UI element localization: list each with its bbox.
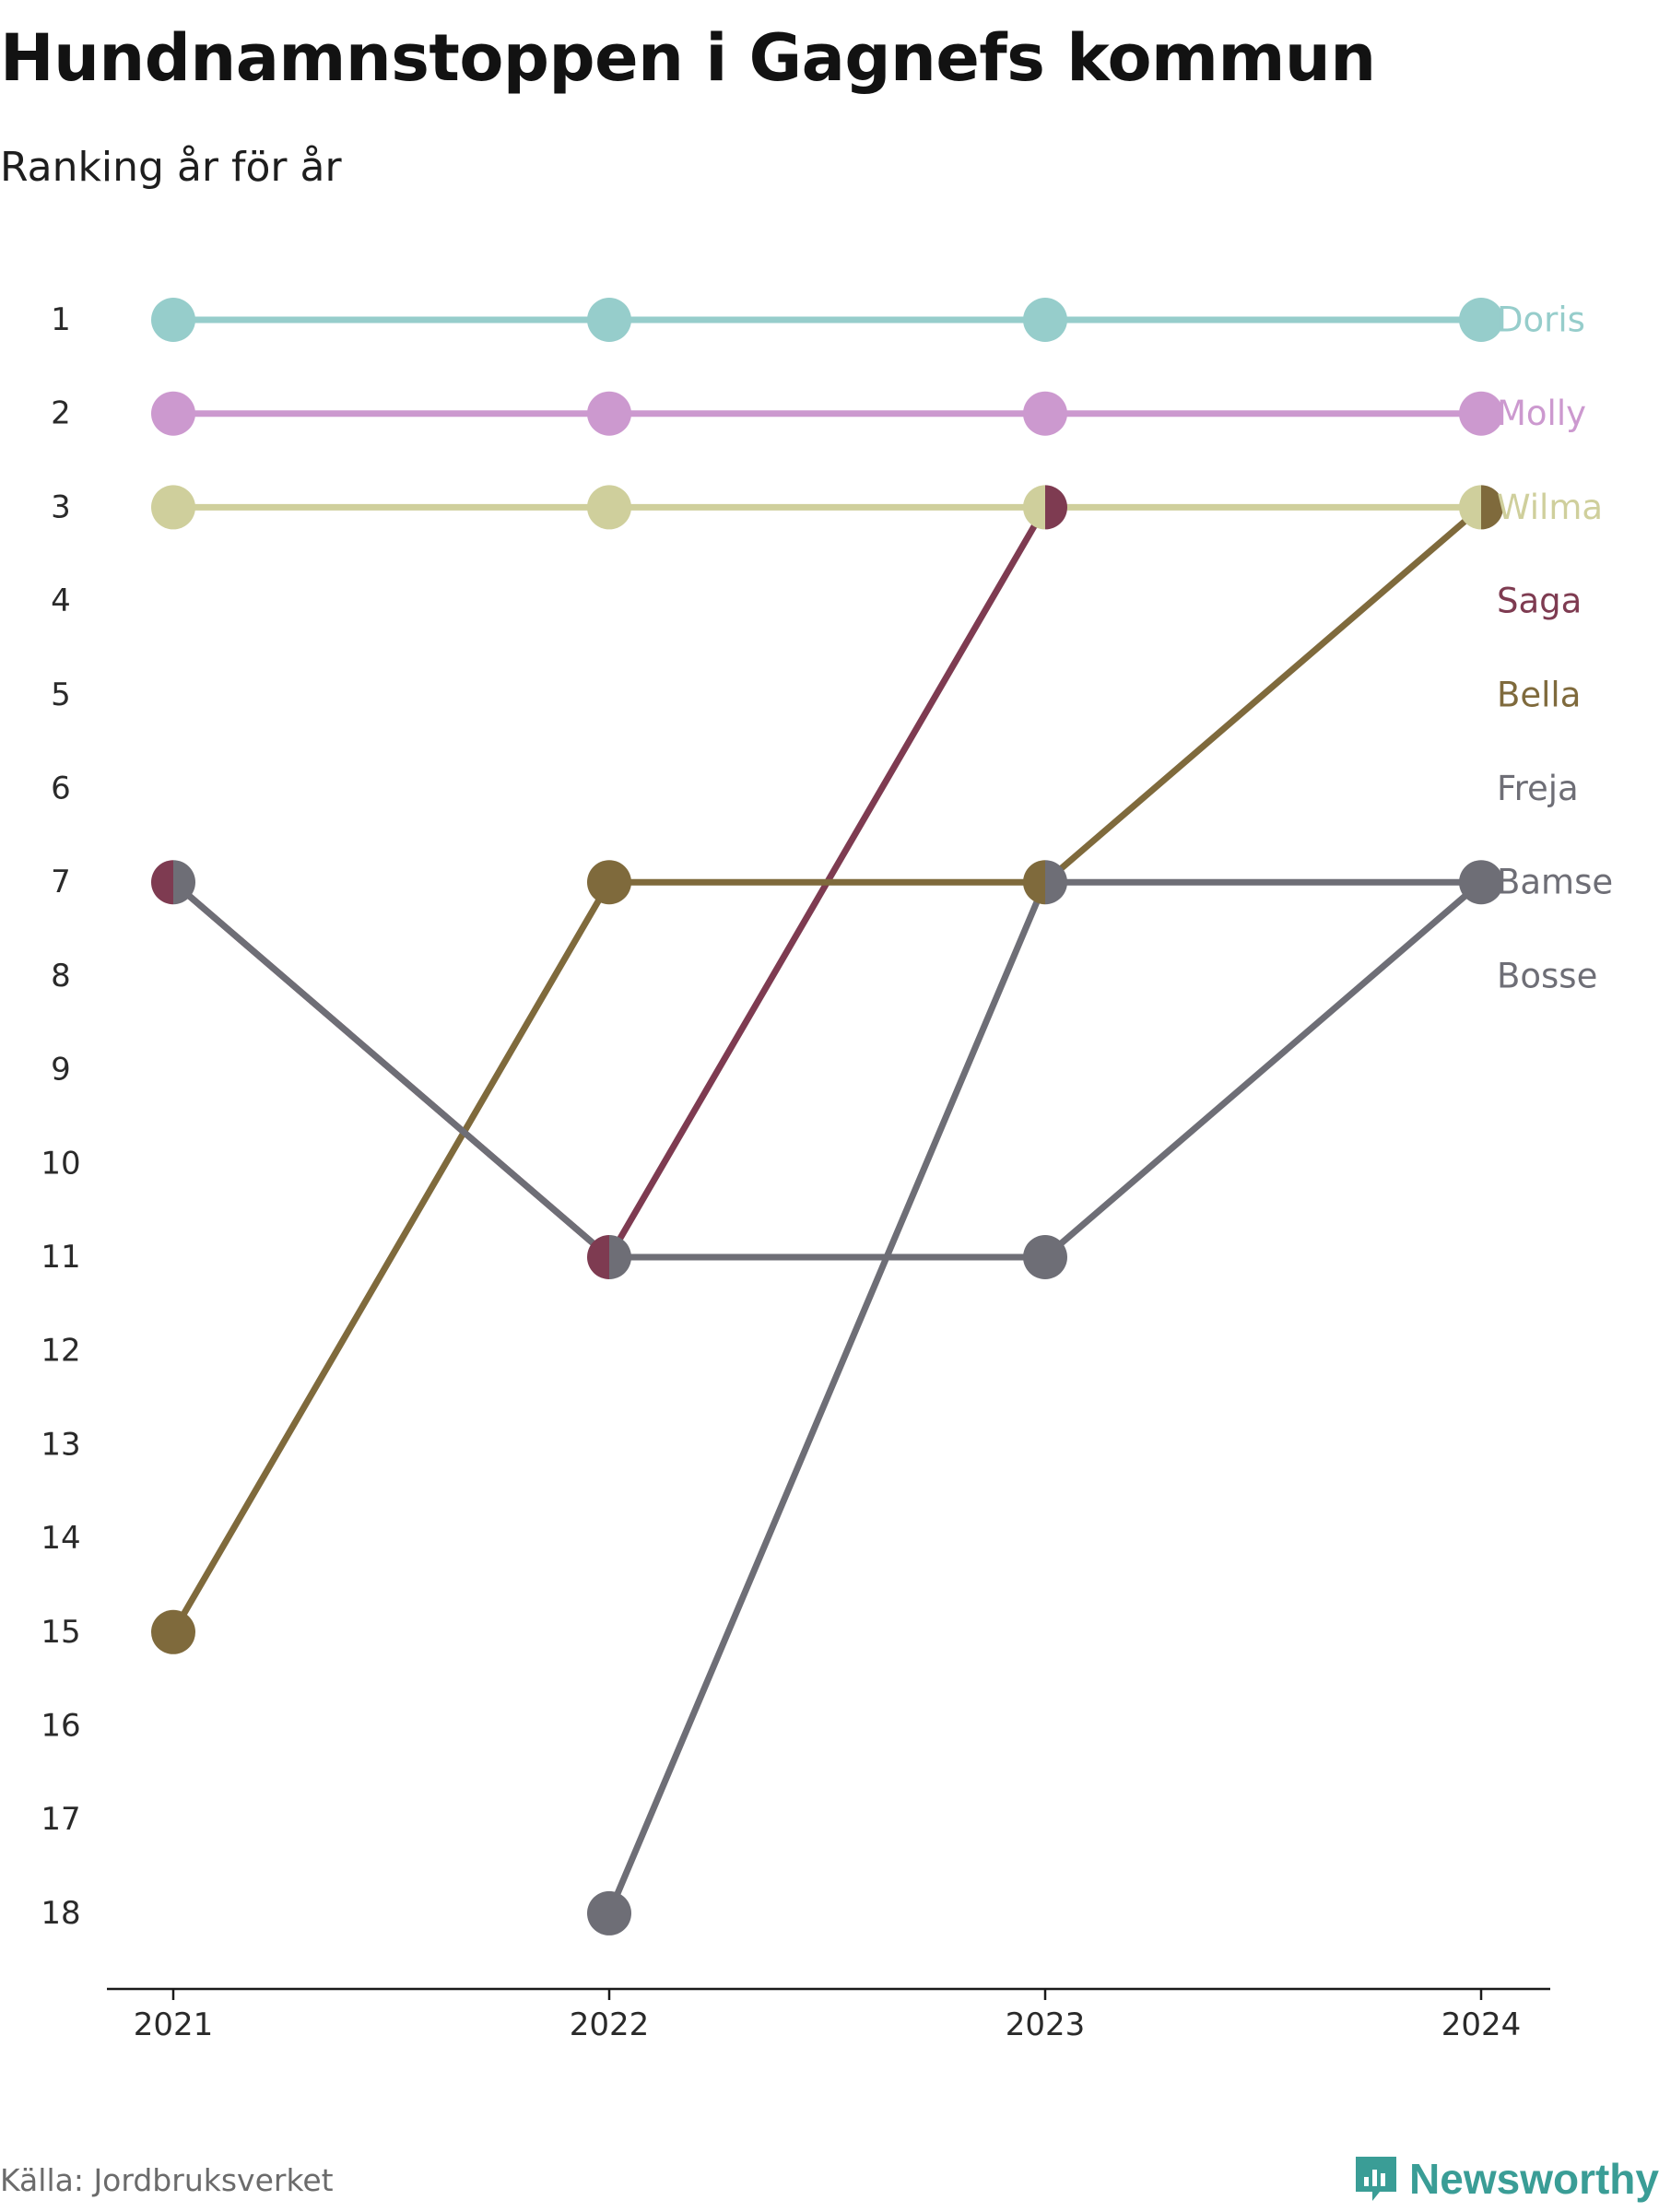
y-tick-label: 17 bbox=[41, 1801, 80, 1838]
y-tick-label: 5 bbox=[51, 677, 71, 713]
y-tick-label: 7 bbox=[51, 864, 71, 900]
data-point-wilma bbox=[1459, 485, 1481, 530]
brand-logo[interactable]: Newsworthy bbox=[1352, 2153, 1659, 2205]
data-point-doris bbox=[587, 298, 631, 342]
series-line-freja bbox=[606, 878, 1049, 1917]
series-label-bamse: Bamse bbox=[1497, 863, 1613, 902]
source-note: Källa: Jordbruksverket bbox=[0, 2162, 334, 2198]
series-label-wilma: Wilma bbox=[1497, 488, 1603, 527]
data-point-bamse bbox=[609, 1235, 631, 1279]
x-axis: 2021 2022 2023 2024 bbox=[107, 1987, 1550, 2043]
data-point-saga bbox=[1045, 485, 1067, 530]
data-point-saga bbox=[587, 1235, 609, 1279]
data-point-freja bbox=[1045, 860, 1067, 905]
x-tick-label: 2023 bbox=[1006, 2006, 1086, 2043]
series-line-bella bbox=[170, 878, 613, 1636]
series-labels: Doris Molly Wilma Saga Bella Freja Bamse Bosse bbox=[1497, 300, 1613, 996]
y-tick-label: 1 bbox=[51, 301, 71, 338]
y-tick-label: 13 bbox=[41, 1426, 80, 1463]
data-point-doris bbox=[151, 298, 195, 342]
data-point-wilma bbox=[151, 485, 195, 530]
y-tick-label: 9 bbox=[51, 1052, 71, 1088]
y-tick-label: 18 bbox=[41, 1895, 80, 1932]
data-point-bamse bbox=[173, 860, 196, 905]
y-tick-label: 4 bbox=[51, 582, 71, 619]
data-point-freja bbox=[1459, 860, 1481, 905]
series-line-bella bbox=[1041, 503, 1485, 886]
data-point-molly bbox=[151, 391, 195, 436]
x-tick-label: 2021 bbox=[134, 2006, 214, 2043]
y-tick-label: 12 bbox=[41, 1333, 80, 1370]
series-lines bbox=[170, 316, 1485, 1917]
y-tick-label: 6 bbox=[51, 771, 71, 807]
data-point-molly bbox=[1023, 391, 1067, 436]
data-point-bamse bbox=[1481, 860, 1503, 905]
series-label-bella: Bella bbox=[1497, 675, 1581, 714]
data-point-molly bbox=[1459, 391, 1503, 436]
series-points bbox=[151, 298, 1503, 1936]
page-subtitle: Ranking år för år bbox=[0, 144, 342, 191]
data-point-molly bbox=[587, 391, 631, 436]
data-point-bamse bbox=[1023, 1235, 1067, 1279]
y-tick-label: 15 bbox=[41, 1614, 80, 1651]
y-tick-label: 14 bbox=[41, 1520, 80, 1557]
series-label-freja: Freja bbox=[1497, 769, 1579, 808]
data-point-wilma bbox=[1023, 485, 1045, 530]
y-tick-label: 10 bbox=[41, 1145, 80, 1182]
data-point-bella bbox=[1023, 860, 1045, 905]
data-point-freja bbox=[587, 1890, 631, 1936]
series-label-doris: Doris bbox=[1497, 300, 1585, 340]
data-point-wilma bbox=[587, 485, 631, 530]
series-line-bamse bbox=[1041, 878, 1485, 1261]
y-tick-label: 11 bbox=[41, 1239, 80, 1276]
y-tick-label: 16 bbox=[41, 1708, 80, 1745]
brand-name: Newsworthy bbox=[1409, 2155, 1659, 2203]
y-tick-label: 2 bbox=[51, 395, 71, 432]
data-point-bella bbox=[151, 1609, 195, 1654]
data-point-saga bbox=[151, 860, 173, 905]
data-point-doris bbox=[1023, 298, 1067, 342]
y-tick-label: 3 bbox=[51, 488, 71, 525]
x-tick-label: 2022 bbox=[570, 2006, 650, 2043]
series-label-bosse: Bosse bbox=[1497, 956, 1597, 995]
data-point-bella bbox=[587, 860, 631, 905]
page-title: Hundnamnstoppen i Gagnefs kommun bbox=[0, 20, 1376, 96]
x-tick-label: 2024 bbox=[1441, 2006, 1522, 2043]
data-point-doris bbox=[1459, 298, 1503, 342]
y-tick-label: 8 bbox=[51, 958, 71, 994]
data-point-bella bbox=[1481, 485, 1503, 530]
series-label-molly: Molly bbox=[1497, 394, 1586, 433]
series-line-bamse bbox=[170, 878, 613, 1261]
series-label-saga: Saga bbox=[1497, 582, 1582, 621]
newsworthy-logo-icon bbox=[1356, 2157, 1397, 2201]
